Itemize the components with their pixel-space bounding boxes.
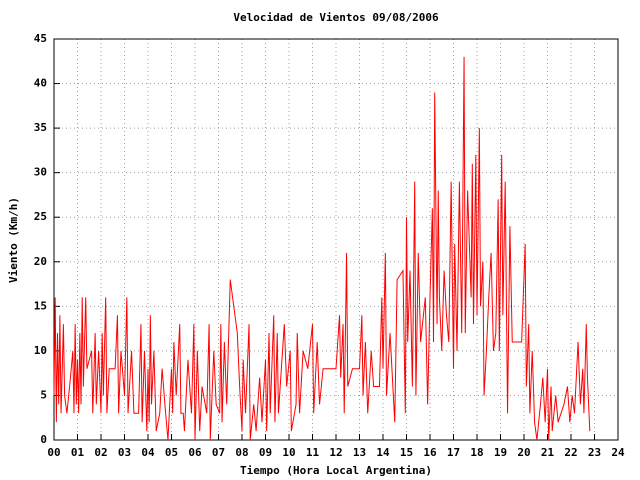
x-tick-label: 09: [259, 446, 272, 459]
y-tick-label: 35: [34, 121, 47, 134]
x-tick-label: 16: [423, 446, 437, 459]
y-axis-label: Viento (Km/h): [7, 197, 20, 283]
y-tick-label: 10: [34, 344, 47, 357]
x-tick-label: 03: [118, 446, 131, 459]
y-tick-label: 15: [34, 299, 47, 312]
data-line: [53, 56, 591, 441]
x-tick-label: 00: [47, 446, 60, 459]
x-tick-label: 08: [235, 446, 248, 459]
x-tick-label: 05: [165, 446, 178, 459]
y-tick-label: 25: [34, 210, 47, 223]
x-tick-label: 07: [212, 446, 225, 459]
chart-title: Velocidad de Vientos 09/08/2006: [233, 11, 439, 24]
x-tick-label: 18: [470, 446, 483, 459]
y-tick-label: 40: [34, 77, 47, 90]
y-tick-label: 45: [34, 32, 47, 45]
y-tick-label: 30: [34, 166, 47, 179]
x-tick-label: 11: [306, 446, 320, 459]
y-tick-label: 0: [40, 433, 47, 446]
x-tick-label: 02: [94, 446, 107, 459]
x-tick-label: 22: [564, 446, 577, 459]
x-tick-label: 21: [541, 446, 555, 459]
x-tick-label: 15: [400, 446, 413, 459]
x-tick-label: 14: [376, 446, 390, 459]
x-axis-label: Tiempo (Hora Local Argentina): [240, 464, 432, 477]
x-tick-label: 24: [611, 446, 625, 459]
x-tick-label: 10: [282, 446, 295, 459]
x-tick-label: 06: [188, 446, 202, 459]
y-tick-label: 20: [34, 255, 47, 268]
x-tick-label: 23: [588, 446, 601, 459]
x-tick-label: 20: [517, 446, 530, 459]
x-tick-label: 13: [353, 446, 366, 459]
x-tick-label: 17: [447, 446, 460, 459]
x-tick-label: 19: [494, 446, 507, 459]
x-tick-label: 12: [329, 446, 342, 459]
plot-border: [53, 38, 619, 441]
y-tick-label: 5: [40, 388, 47, 401]
x-tick-label: 04: [141, 446, 155, 459]
x-tick-label: 01: [71, 446, 85, 459]
